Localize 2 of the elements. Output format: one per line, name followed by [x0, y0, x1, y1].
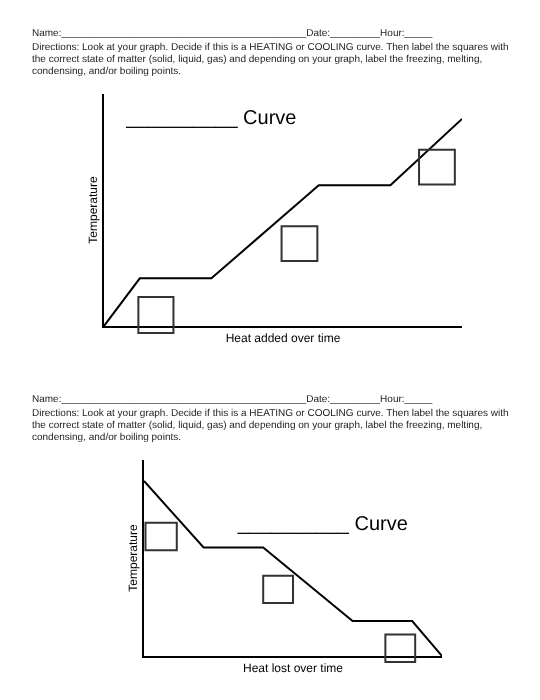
chart-title: __________ Curve — [124, 108, 298, 131]
text: __________ Curve — [235, 513, 409, 536]
